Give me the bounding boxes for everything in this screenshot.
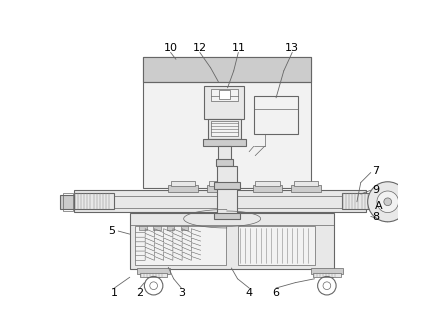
Bar: [170, 181, 195, 186]
Bar: [214, 182, 240, 189]
Bar: [381, 192, 392, 211]
Bar: [255, 181, 280, 186]
Text: 3: 3: [178, 288, 185, 298]
Text: 11: 11: [231, 43, 246, 53]
Bar: [254, 96, 298, 134]
Text: 7: 7: [372, 166, 379, 176]
Bar: [130, 213, 334, 269]
Bar: [181, 226, 188, 230]
Bar: [219, 90, 230, 100]
Text: 6: 6: [273, 288, 280, 298]
Bar: [203, 139, 246, 146]
Text: 1: 1: [111, 288, 118, 298]
Bar: [74, 190, 366, 212]
Bar: [214, 213, 240, 219]
Bar: [143, 57, 311, 81]
Text: 5: 5: [108, 226, 115, 236]
Bar: [207, 185, 236, 192]
Bar: [253, 185, 282, 192]
Bar: [291, 185, 321, 192]
Circle shape: [377, 191, 398, 212]
Bar: [139, 226, 147, 230]
Bar: [217, 166, 237, 182]
Bar: [238, 226, 314, 265]
Bar: [60, 195, 74, 209]
Bar: [143, 57, 311, 188]
Circle shape: [384, 198, 392, 206]
Bar: [341, 192, 381, 209]
Bar: [166, 226, 174, 230]
Text: 4: 4: [246, 288, 253, 298]
Bar: [168, 185, 198, 192]
Bar: [218, 146, 230, 160]
Text: 8: 8: [372, 212, 379, 222]
Bar: [153, 226, 161, 230]
Bar: [313, 273, 341, 277]
Bar: [294, 181, 318, 186]
Bar: [204, 86, 245, 119]
Circle shape: [368, 182, 408, 222]
Text: 13: 13: [285, 43, 299, 53]
Bar: [140, 273, 167, 277]
Bar: [210, 89, 238, 101]
Bar: [311, 268, 343, 274]
Bar: [209, 181, 234, 186]
Bar: [207, 119, 242, 139]
Text: 9: 9: [372, 185, 379, 195]
Text: 2: 2: [136, 288, 143, 298]
Bar: [216, 159, 233, 166]
Text: A: A: [375, 201, 382, 211]
Bar: [217, 189, 237, 214]
Bar: [138, 268, 170, 274]
Bar: [135, 226, 226, 265]
Text: 10: 10: [163, 43, 178, 53]
Text: 12: 12: [193, 43, 207, 53]
Bar: [74, 192, 114, 209]
Bar: [63, 192, 73, 211]
Bar: [210, 121, 238, 136]
Bar: [381, 195, 395, 209]
